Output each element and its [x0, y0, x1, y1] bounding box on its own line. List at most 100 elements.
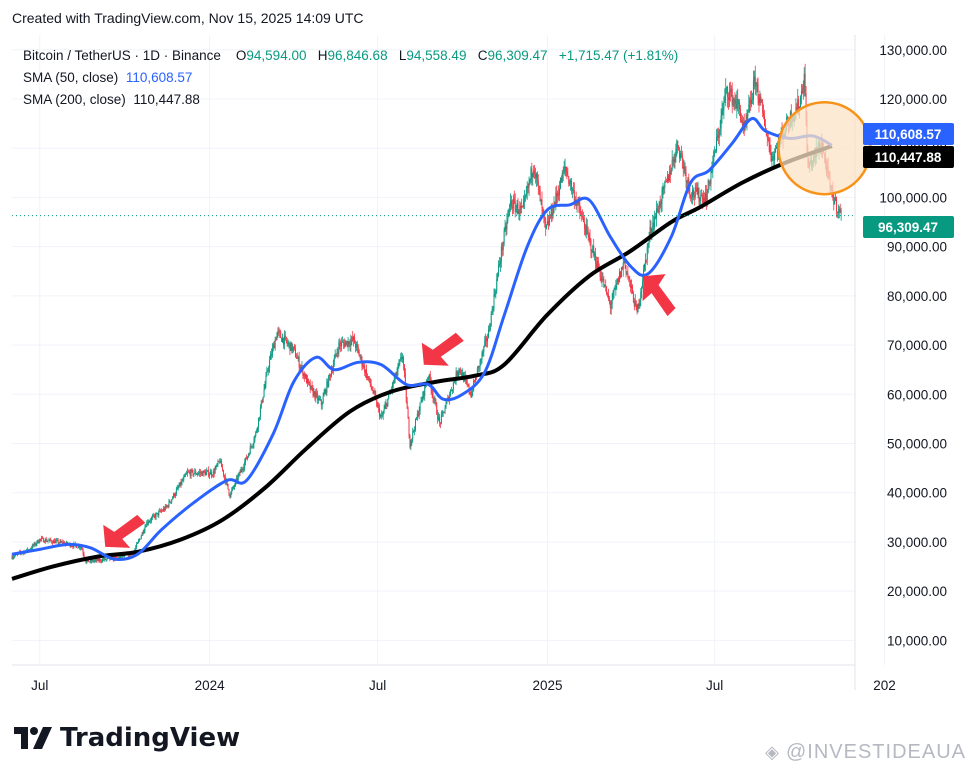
candle-body	[93, 560, 95, 562]
candle-body	[188, 471, 190, 473]
candle-body	[150, 517, 152, 521]
candle-body	[774, 152, 776, 161]
candle-body	[703, 197, 705, 203]
x-axis: Jul 2024 Jul 2025 Jul 202	[31, 678, 896, 693]
candle-body	[571, 180, 573, 191]
candle-body	[401, 357, 403, 360]
candle-body	[331, 370, 333, 372]
sma50-legend-row[interactable]: SMA (50, close) 110,608.57	[23, 67, 678, 89]
candle-body	[214, 468, 216, 474]
candle-body	[153, 515, 155, 516]
candle-body	[130, 554, 132, 557]
candle-body	[166, 505, 168, 507]
candle-body	[397, 365, 399, 372]
candle-body	[189, 472, 191, 477]
candle-body	[367, 376, 369, 379]
candle-body	[802, 87, 804, 93]
candle-body	[354, 336, 356, 344]
candle-body	[339, 342, 341, 345]
candle-body	[457, 372, 459, 376]
candle-body	[580, 211, 582, 216]
candle-body	[261, 400, 263, 403]
price-tag-bg	[863, 216, 954, 238]
candle-body	[172, 497, 174, 500]
candle-body	[226, 480, 228, 484]
candle-body	[728, 91, 730, 100]
candle-body	[720, 116, 722, 129]
candle-body	[241, 469, 243, 471]
candle-body	[237, 475, 239, 481]
candle-body	[437, 414, 439, 420]
candle-body	[207, 470, 209, 472]
candle-body	[277, 330, 279, 333]
candle-body	[727, 87, 729, 98]
y-tick-label: 70,000.00	[887, 338, 947, 353]
candle-body	[620, 267, 622, 278]
candle-body	[79, 547, 81, 549]
candle-body	[538, 185, 540, 190]
candle-body	[524, 195, 526, 198]
candle-body	[613, 289, 615, 293]
candle-body	[295, 357, 297, 359]
candle-body	[291, 342, 293, 351]
candle-body	[609, 302, 611, 309]
candle-body	[128, 553, 130, 557]
candle-body	[290, 342, 292, 351]
candle-body	[318, 398, 320, 401]
candle-body	[402, 357, 404, 360]
candle-body	[773, 155, 775, 161]
candle-body	[522, 206, 524, 208]
y-tick-label: 100,000.00	[879, 190, 947, 205]
candle-body	[684, 166, 686, 172]
candle-body	[585, 225, 587, 235]
candle-body	[608, 298, 610, 303]
candle-body	[728, 97, 730, 100]
candle-body	[691, 189, 693, 198]
candle-body	[148, 522, 150, 524]
candle-body	[668, 171, 670, 181]
candle-body	[373, 391, 375, 393]
candle-body	[217, 461, 219, 465]
y-tick-label: 30,000.00	[887, 535, 947, 550]
candle-body	[70, 546, 72, 547]
candle-body	[570, 180, 572, 184]
candle-body	[736, 98, 738, 109]
symbol-title[interactable]: Bitcoin / TetherUS · 1D · Binance	[23, 48, 221, 63]
candle-body	[98, 558, 100, 561]
candle-body	[747, 112, 749, 116]
candle-body	[503, 230, 505, 244]
candle-body	[516, 203, 518, 208]
candle-body	[561, 172, 563, 183]
y-tick-label: 80,000.00	[887, 289, 947, 304]
candle-body	[756, 82, 758, 84]
candle-body	[304, 373, 306, 379]
arrow-shape	[103, 514, 146, 548]
candle-body	[86, 561, 88, 563]
ohlc-row[interactable]: Bitcoin / TetherUS · 1D · Binance O94,59…	[23, 45, 678, 67]
candle-body	[833, 197, 835, 205]
candle-body	[90, 559, 92, 562]
candle-body	[211, 475, 213, 477]
candle-body	[190, 470, 192, 477]
candle-body	[13, 556, 15, 558]
candle-body	[155, 513, 157, 518]
candle-body	[14, 555, 16, 557]
candle-body	[289, 342, 291, 351]
candle-body	[336, 352, 338, 355]
candle-body	[631, 285, 633, 293]
candle-body	[547, 221, 549, 226]
candle-body	[470, 394, 472, 397]
candle-body	[234, 485, 236, 487]
candle-body	[88, 559, 90, 563]
candle-body	[511, 206, 513, 209]
y-tick-label: 20,000.00	[887, 584, 947, 599]
candle-body	[686, 181, 688, 183]
price-tag-last: 96,309.47	[863, 216, 954, 238]
y-tick-label: 90,000.00	[887, 240, 947, 255]
tradingview-logo[interactable]: TradingView	[14, 723, 240, 753]
candle-body	[539, 189, 541, 202]
candle-body	[423, 391, 425, 396]
candle-body	[142, 532, 144, 534]
sma200-legend-row[interactable]: SMA (200, close) 110,447.88	[23, 89, 678, 111]
